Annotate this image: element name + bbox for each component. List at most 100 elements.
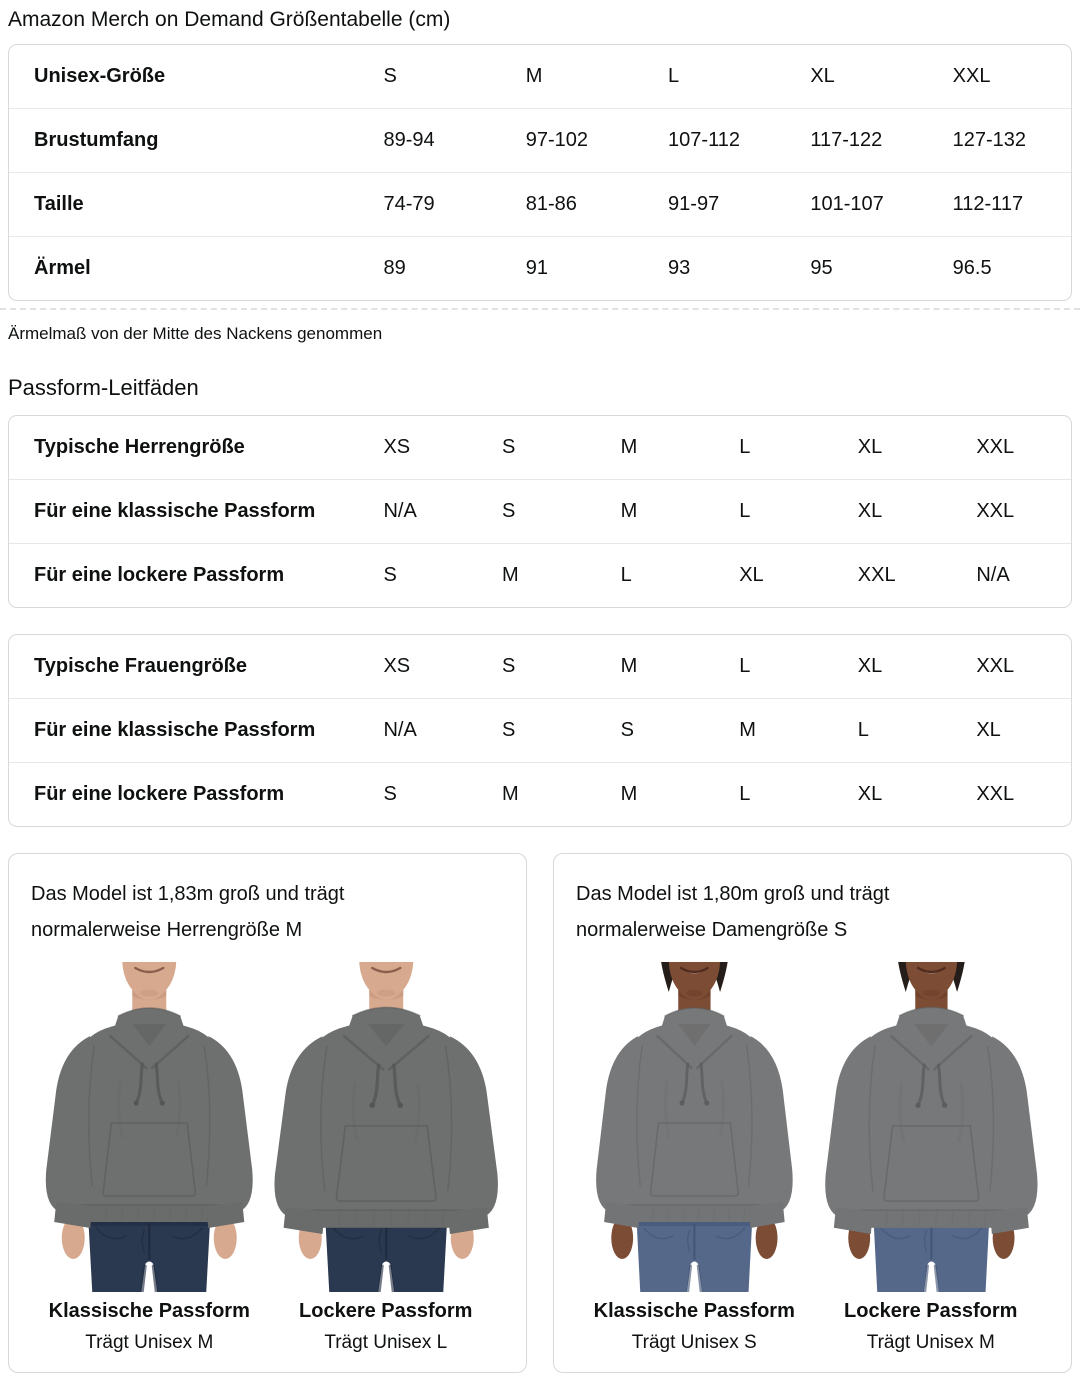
left-hand-graphic	[611, 1217, 634, 1259]
table-cell: 93	[644, 236, 787, 300]
photo-captions: Klassische Passform Trägt Unisex S Locke…	[576, 1300, 1049, 1354]
table-cell: 95	[786, 236, 929, 300]
table-cell: XXL	[976, 436, 1015, 458]
table-cell: XL	[810, 65, 835, 87]
table-cell: XL	[952, 698, 1071, 762]
fit-label: Lockere Passform	[844, 1300, 1018, 1322]
table-cell: 81-86	[501, 172, 645, 236]
table-cell: M	[478, 543, 597, 607]
model-description-line: Das Model ist 1,80m groß und trägt	[576, 883, 890, 905]
table-cell: XL	[833, 479, 953, 543]
table-cell: N/A	[359, 698, 479, 762]
hoodie-model-illustration	[824, 962, 1038, 1292]
row-label: Brustumfang	[9, 108, 360, 172]
table-cell: XS	[383, 655, 411, 677]
table-cell: XXL	[952, 762, 1071, 826]
size-worn-label: Trägt Unisex M	[866, 1332, 995, 1353]
photo-caption: Klassische Passform Trägt Unisex S	[576, 1300, 813, 1354]
model-photos	[576, 962, 1049, 1292]
face-crop-graphic	[661, 962, 728, 1000]
table-cell: N/A	[952, 543, 1071, 607]
page-title: Amazon Merch on Demand Größentabelle (cm…	[8, 8, 451, 31]
womens-fit-table: Typische Frauengröße XS S M L XL XXL Für…	[8, 634, 1072, 827]
table-cell: XL	[857, 436, 883, 458]
row-label: Für eine lockere Passform	[9, 543, 360, 607]
jeans-graphic	[872, 1218, 989, 1292]
table-cell: 101-107	[786, 172, 929, 236]
photo-caption: Lockere Passform Trägt Unisex L	[268, 1300, 505, 1354]
face-crop-graphic	[358, 962, 413, 1000]
row-label: Für eine klassische Passform	[9, 479, 360, 543]
table-cell: 91	[501, 236, 645, 300]
table-cell: L	[739, 436, 751, 458]
left-hand-graphic	[61, 1217, 85, 1259]
right-hand-graphic	[755, 1217, 778, 1259]
row-label: Unisex-Größe	[34, 65, 166, 87]
mens-fit-table: Typische Herrengröße XS S M L XL XXL Für…	[8, 415, 1072, 608]
table-cell: S	[359, 762, 479, 826]
table-cell: 127-132	[928, 108, 1071, 172]
table-cell: XL	[715, 543, 834, 607]
section-divider	[0, 308, 1080, 310]
table-row: Typische Herrengröße XS S M L XL XXL	[9, 416, 1071, 479]
fit-guides-heading: Passform-Leitfäden	[8, 375, 199, 400]
hoodie-graphic	[45, 1007, 253, 1228]
table-cell: L	[596, 543, 716, 607]
table-cell: XXL	[833, 543, 953, 607]
sleeve-measurement-note: Ärmelmaß von der Mitte des Nackens genom…	[8, 324, 383, 343]
size-worn-label: Trägt Unisex S	[631, 1332, 757, 1353]
male-loose-fit-photo	[267, 962, 504, 1292]
table-cell: S	[596, 698, 716, 762]
table-cell: M	[715, 698, 834, 762]
table-cell: L	[715, 479, 834, 543]
table-row: Typische Frauengröße XS S M L XL XXL	[9, 635, 1071, 698]
hoodie-model-illustration	[45, 962, 253, 1292]
fit-label: Klassische Passform	[48, 1300, 250, 1322]
table-cell: M	[478, 762, 597, 826]
table-cell: 89-94	[359, 108, 502, 172]
table-cell: 89	[359, 236, 502, 300]
table-cell: L	[668, 65, 680, 87]
table-cell: L	[833, 698, 953, 762]
table-cell: M	[525, 65, 543, 87]
table-cell: XXL	[952, 479, 1071, 543]
table-cell: M	[596, 762, 716, 826]
table-cell: 97-102	[501, 108, 645, 172]
face-crop-graphic	[122, 962, 177, 1000]
hoodie-model-illustration	[596, 962, 793, 1292]
model-photos	[31, 962, 504, 1292]
table-row: Für eine klassische Passform N/A S M L X…	[9, 479, 1071, 543]
photo-captions: Klassische Passform Trägt Unisex M Locke…	[31, 1300, 504, 1354]
mens-model-card: Das Model ist 1,83m groß und trägt norma…	[8, 853, 527, 1373]
jeans-graphic	[636, 1218, 753, 1292]
table-row: Unisex-Größe S M L XL XXL	[9, 45, 1071, 108]
table-cell: M	[620, 436, 638, 458]
row-label: Für eine lockere Passform	[9, 762, 360, 826]
table-cell: 117-122	[786, 108, 929, 172]
table-cell: XXL	[976, 655, 1015, 677]
row-label: Ärmel	[9, 236, 360, 300]
male-classic-fit-photo	[31, 962, 268, 1292]
jeans-graphic	[88, 1218, 211, 1292]
female-classic-fit-photo	[576, 962, 813, 1292]
table-row: Für eine lockere Passform S M M L XL XXL	[9, 762, 1071, 826]
table-cell: S	[502, 436, 516, 458]
size-worn-label: Trägt Unisex M	[85, 1332, 214, 1353]
model-fit-cards: Das Model ist 1,83m groß und trägt norma…	[8, 853, 1072, 1373]
table-cell: 107-112	[644, 108, 787, 172]
row-label: Typische Herrengröße	[34, 436, 245, 458]
unisex-size-table: Unisex-Größe S M L XL XXL Brustumfang 89…	[8, 44, 1072, 301]
table-cell: N/A	[359, 479, 479, 543]
model-description-line: Das Model ist 1,83m groß und trägt	[31, 883, 345, 905]
fit-label: Lockere Passform	[299, 1300, 473, 1322]
row-label: Für eine klassische Passform	[9, 698, 360, 762]
female-loose-fit-photo	[812, 962, 1049, 1292]
table-row: Für eine klassische Passform N/A S S M L…	[9, 698, 1071, 762]
fit-label: Klassische Passform	[593, 1300, 795, 1322]
photo-caption: Lockere Passform Trägt Unisex M	[813, 1300, 1050, 1354]
table-cell: L	[739, 655, 751, 677]
size-worn-label: Trägt Unisex L	[324, 1332, 448, 1353]
table-cell: 91-97	[644, 172, 787, 236]
right-hand-graphic	[213, 1217, 237, 1259]
